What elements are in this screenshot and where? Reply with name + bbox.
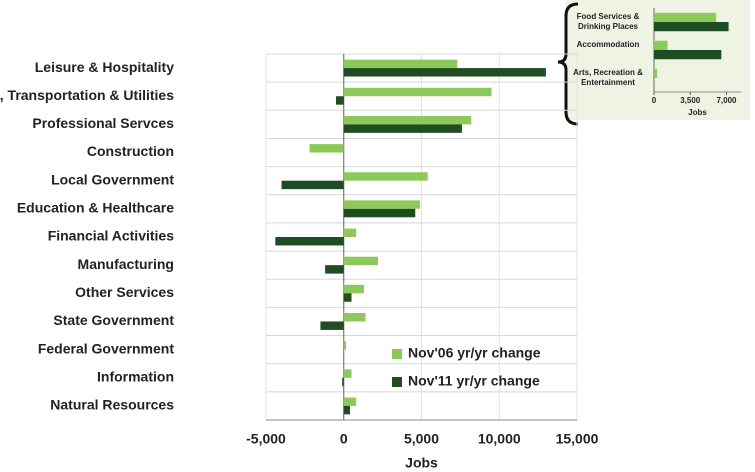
x-axis-label: Jobs <box>688 108 707 117</box>
bar <box>343 124 462 133</box>
x-tick-label: -5,000 <box>246 431 286 447</box>
x-tick-label: 7,000 <box>716 96 737 105</box>
y-tick-label: Financial Activities <box>48 228 175 244</box>
x-tick-label: 3,500 <box>680 96 701 105</box>
bar <box>343 369 352 378</box>
bar <box>343 405 350 415</box>
y-tick-label: Other Services <box>75 284 174 300</box>
legend-label: Nov'06 yr/yr change <box>408 345 541 361</box>
bar <box>343 87 492 97</box>
bar <box>343 200 420 209</box>
bar <box>343 228 357 237</box>
x-tick-label: 15,000 <box>556 431 599 447</box>
y-tick-label: Leisure & Hospitality <box>35 59 174 75</box>
x-tick-label: 10,000 <box>478 431 521 447</box>
y-tick-label: Food Services & Drinking Places <box>576 12 640 31</box>
bar <box>343 284 364 294</box>
legend-label: Nov'11 yr/yr change <box>408 373 540 389</box>
bar <box>281 180 344 190</box>
bar <box>654 12 717 22</box>
y-tick-label: Information <box>97 368 174 384</box>
bar <box>275 237 344 246</box>
bar <box>343 115 472 125</box>
y-tick-label: Construction <box>87 143 174 159</box>
y-tick-label: Manufacturing <box>78 256 174 272</box>
x-tick-label: 0 <box>652 96 657 105</box>
bar <box>343 172 428 181</box>
bar <box>343 397 357 406</box>
y-tick-label: Federal Government <box>38 340 174 356</box>
y-tick-label: Education & Healthcare <box>17 200 174 216</box>
bar <box>654 50 722 60</box>
bar <box>343 208 416 218</box>
y-tick-label: Local Government <box>51 171 174 187</box>
bar <box>320 321 344 330</box>
legend-swatch <box>392 377 402 387</box>
bar <box>325 265 344 274</box>
bar <box>343 313 366 322</box>
bar <box>342 377 344 387</box>
bar <box>654 40 668 50</box>
y-tick-label: Natural Resources <box>50 397 174 413</box>
x-tick-label: 5,000 <box>404 431 439 447</box>
x-tick-label: 0 <box>340 431 348 447</box>
y-tick-label: Professional Servces <box>32 115 174 131</box>
y-tick-label: Accommodation <box>576 40 640 49</box>
x-axis-label: Jobs <box>405 455 438 471</box>
bar <box>335 96 344 105</box>
y-tick-label: Trade, Transportation & Utilities <box>0 87 174 103</box>
bar <box>654 22 729 32</box>
bar <box>343 341 347 350</box>
y-tick-label: State Government <box>53 312 174 328</box>
y-tick-label: Arts, Recreation & Entertainment <box>573 68 643 87</box>
bar <box>343 68 546 77</box>
bar <box>343 59 458 69</box>
brace <box>557 2 579 126</box>
bar <box>343 256 378 266</box>
legend-swatch <box>392 349 402 359</box>
bar <box>343 293 352 302</box>
bar <box>309 144 344 153</box>
bar <box>654 68 658 78</box>
